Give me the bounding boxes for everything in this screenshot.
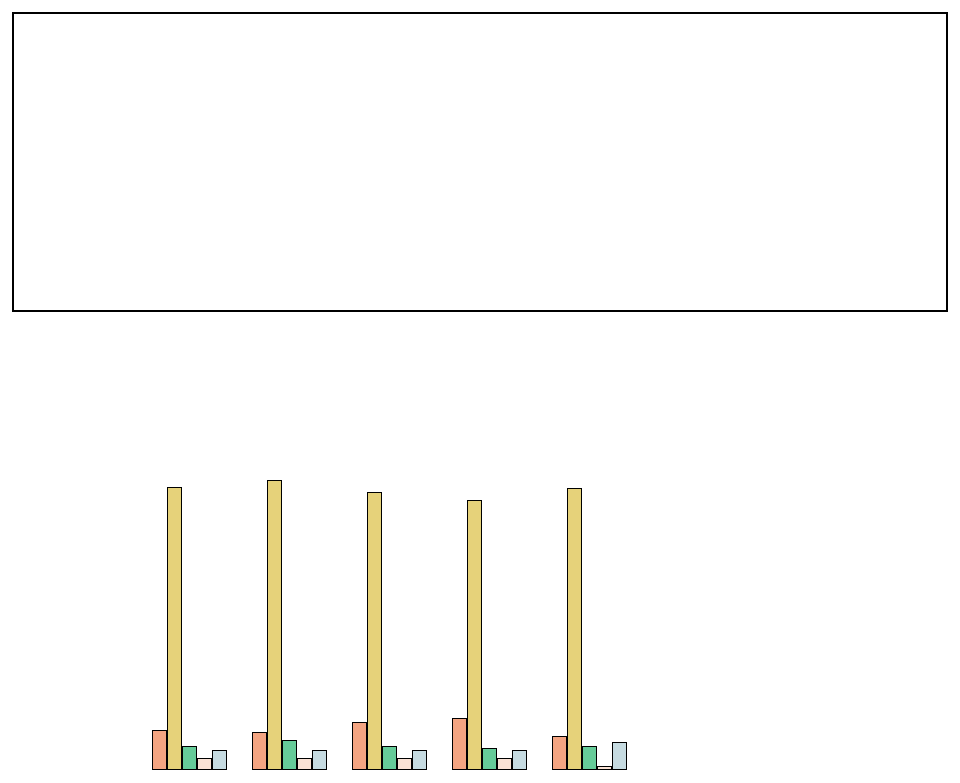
bar-green [282,740,297,770]
bar-yellow [467,500,482,770]
bar-pink [497,758,512,770]
bar-pink [297,758,312,770]
bar-yellow [367,492,382,770]
bar-yellow [567,488,582,770]
bar-orange [252,732,267,770]
bar-green [482,748,497,770]
bar-blue [612,742,627,770]
bar-orange [352,722,367,770]
chart-stage [0,0,960,783]
bar-yellow [267,480,282,770]
bar-green [582,746,597,770]
top-panel-frame [12,12,948,312]
bar-pink [597,766,612,770]
bar-green [182,746,197,770]
bar-blue [212,750,227,770]
bar-yellow [167,487,182,770]
bar-pink [397,758,412,770]
bar-orange [452,718,467,770]
bar-orange [152,730,167,770]
bar-green [382,746,397,770]
bar-blue [412,750,427,770]
bar-pink [197,758,212,770]
bar-blue [312,750,327,770]
bar-orange [552,736,567,770]
bar-blue [512,750,527,770]
